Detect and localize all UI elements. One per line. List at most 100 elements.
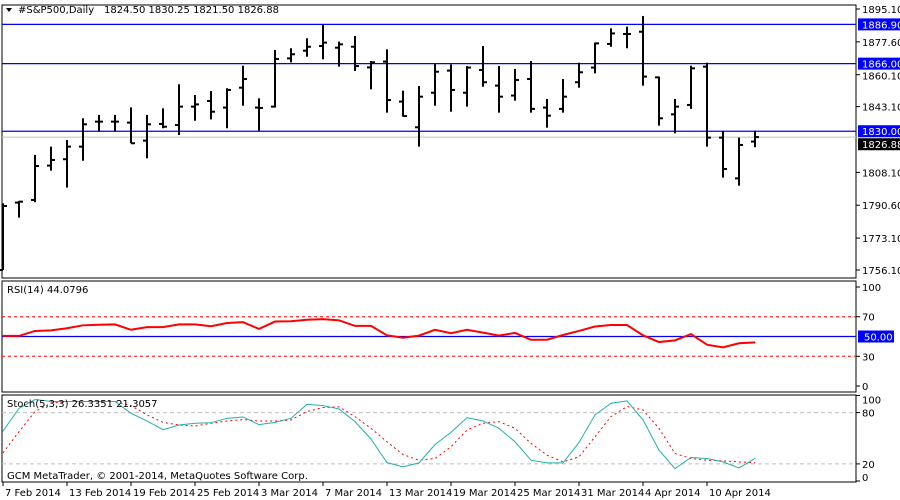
ohlc-bar[interactable] — [495, 66, 503, 113]
ohlc-bar[interactable] — [239, 65, 247, 106]
stoch-main-point — [258, 424, 260, 426]
stoch-main-point — [146, 420, 148, 422]
stoch-main-point — [610, 402, 612, 404]
ohlc-bar[interactable] — [447, 64, 455, 112]
rsi-title: RSI(14) 44.0796 — [7, 285, 88, 296]
ohlc-bar[interactable] — [303, 38, 311, 57]
date-axis-label: 19 Mar 2014 — [453, 488, 516, 499]
stoch-main-point — [578, 442, 580, 443]
rsi-point — [370, 325, 372, 327]
stoch-main-point — [18, 407, 20, 409]
ohlc-bar[interactable] — [671, 98, 679, 134]
ohlc-bar[interactable] — [431, 64, 439, 106]
stoch-main-point — [66, 401, 68, 402]
ohlc-bar[interactable] — [383, 49, 391, 113]
rsi-point — [242, 321, 244, 323]
ohlc-bar[interactable] — [543, 98, 551, 128]
ohlc-bar[interactable] — [95, 114, 103, 132]
price-axis-label: 1790.60 — [862, 201, 900, 212]
copyright-text: GCM MetaTrader, © 2001-2014, MetaQuotes … — [7, 471, 308, 482]
ohlc-bar[interactable] — [223, 88, 231, 129]
ohlc-bar[interactable] — [351, 36, 359, 71]
level-price-label: 1830.00 — [862, 127, 900, 138]
ohlc-bar[interactable] — [735, 137, 743, 186]
ohlc-bar[interactable] — [591, 42, 599, 74]
symbol-label: #S&P500,Daily — [18, 5, 94, 16]
rsi-line — [3, 318, 756, 349]
rsi-point — [386, 334, 388, 336]
stoch-main-point — [178, 424, 180, 426]
ohlc-bar[interactable] — [511, 68, 519, 101]
ohlc-bar[interactable] — [655, 76, 663, 126]
ohlc-bar[interactable] — [479, 45, 487, 87]
ohlc-bar[interactable] — [143, 114, 151, 159]
rsi-point — [98, 324, 100, 326]
ohlc-readout: 1824.50 1830.25 1821.50 1826.88 — [104, 5, 279, 16]
ohlc-bar[interactable] — [415, 85, 423, 147]
rsi-center-label: 50.00 — [864, 333, 893, 344]
rsi-point — [354, 325, 356, 327]
stoch-main-point — [594, 414, 596, 416]
ohlc-bar[interactable] — [0, 203, 7, 271]
stoch-main-point — [690, 457, 692, 458]
date-axis-label: 19 Feb 2014 — [133, 488, 195, 499]
ohlc-bar[interactable] — [399, 90, 407, 118]
level-price-tag — [858, 125, 900, 138]
current-price-tag — [858, 138, 900, 151]
ohlc-bar[interactable] — [111, 114, 119, 132]
ohlc-bar[interactable] — [207, 91, 215, 120]
ohlc-bar[interactable] — [367, 61, 375, 90]
price-panel[interactable]: 1895.10 1877.60 1860.10 1843.10 1808.10 1790.… — [0, 4, 900, 279]
stoch-main-point — [2, 430, 4, 432]
stoch-main-point — [274, 421, 276, 423]
rsi-point — [482, 332, 484, 334]
date-axis-label: 13 Feb 2014 — [69, 488, 131, 499]
rsi-center-tag — [858, 330, 894, 343]
ohlc-bar[interactable] — [335, 41, 343, 67]
price-axis-label: 1877.60 — [862, 38, 900, 49]
ohlc-bar[interactable] — [175, 84, 183, 135]
date-axis-label: 4 Apr 2014 — [645, 488, 700, 499]
ohlc-bar[interactable] — [63, 140, 71, 188]
stoch-main-point — [290, 417, 292, 419]
ohlc-bar[interactable] — [47, 146, 55, 171]
rsi-point — [466, 329, 468, 331]
date-axis-label: 31 Mar 2014 — [581, 488, 644, 499]
ohlc-bar[interactable] — [271, 49, 279, 108]
rsi-panel[interactable]: 100 70 30 0 50.00 RSI(14) 44.0796 — [1, 280, 894, 393]
level-price-label: 1866.00 — [862, 60, 900, 71]
ohlc-bar[interactable] — [287, 48, 295, 63]
ohlc-bar[interactable] — [575, 62, 583, 88]
ohlc-bar[interactable] — [31, 154, 39, 203]
stoch-main-point — [466, 417, 468, 419]
level-price-tag — [858, 57, 900, 70]
stochastic-panel[interactable]: 100 80 20 0 Stoch(5,3,3) 26.3351 21.3057 — [1, 394, 881, 484]
stoch-main-point — [338, 408, 340, 410]
ohlc-bar[interactable] — [687, 65, 695, 109]
ohlc-bar[interactable] — [639, 15, 647, 86]
ohlc-bar[interactable] — [319, 24, 327, 60]
ohlc-bar[interactable] — [255, 98, 263, 131]
ohlc-bar[interactable] — [527, 61, 535, 113]
ohlc-bar[interactable] — [127, 107, 135, 145]
rsi-point — [450, 332, 452, 334]
rsi-point — [658, 341, 660, 343]
stoch-main-point — [322, 405, 324, 406]
triangle-down-icon[interactable] — [6, 8, 12, 12]
rsi-point — [290, 320, 292, 322]
stoch-axis-label: 100 — [862, 396, 881, 407]
ohlc-bar[interactable] — [463, 66, 471, 107]
stoch-main-point — [354, 421, 356, 423]
ohlc-bar[interactable] — [159, 108, 167, 129]
ohlc-bar[interactable] — [79, 118, 87, 161]
stoch-main-point — [98, 401, 100, 402]
ohlc-bar[interactable] — [15, 200, 23, 218]
ohlc-bar[interactable] — [191, 94, 199, 121]
ohlc-bar[interactable] — [623, 26, 631, 49]
ohlc-bar[interactable] — [607, 28, 615, 47]
ohlc-bar[interactable] — [719, 131, 727, 178]
ohlc-bar[interactable] — [703, 62, 711, 147]
ohlc-bar[interactable] — [751, 130, 759, 148]
ohlc-bar[interactable] — [559, 79, 567, 113]
